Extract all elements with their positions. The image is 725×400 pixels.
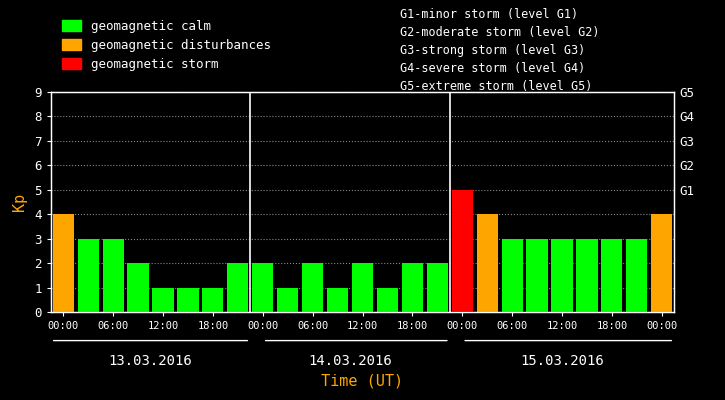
- Text: 15.03.2016: 15.03.2016: [520, 354, 604, 368]
- Bar: [327, 288, 348, 312]
- Bar: [402, 263, 423, 312]
- Bar: [202, 288, 223, 312]
- Bar: [476, 214, 498, 312]
- Y-axis label: Kp: Kp: [12, 193, 28, 211]
- Bar: [576, 239, 597, 312]
- Bar: [502, 239, 523, 312]
- Bar: [601, 239, 623, 312]
- Bar: [128, 263, 149, 312]
- Bar: [352, 263, 373, 312]
- Bar: [252, 263, 273, 312]
- Bar: [452, 190, 473, 312]
- Bar: [526, 239, 547, 312]
- Bar: [53, 214, 74, 312]
- Text: 13.03.2016: 13.03.2016: [109, 354, 192, 368]
- Bar: [277, 288, 298, 312]
- Bar: [302, 263, 323, 312]
- Bar: [626, 239, 647, 312]
- Bar: [377, 288, 398, 312]
- Bar: [651, 214, 672, 312]
- Bar: [427, 263, 448, 312]
- Text: Time (UT): Time (UT): [321, 374, 404, 389]
- Bar: [227, 263, 249, 312]
- Bar: [152, 288, 173, 312]
- Legend: geomagnetic calm, geomagnetic disturbances, geomagnetic storm: geomagnetic calm, geomagnetic disturbanc…: [57, 15, 276, 76]
- Bar: [78, 239, 99, 312]
- Bar: [102, 239, 124, 312]
- Bar: [178, 288, 199, 312]
- Bar: [552, 239, 573, 312]
- Text: 14.03.2016: 14.03.2016: [308, 354, 392, 368]
- Text: G1-minor storm (level G1)
G2-moderate storm (level G2)
G3-strong storm (level G3: G1-minor storm (level G1) G2-moderate st…: [400, 8, 600, 94]
